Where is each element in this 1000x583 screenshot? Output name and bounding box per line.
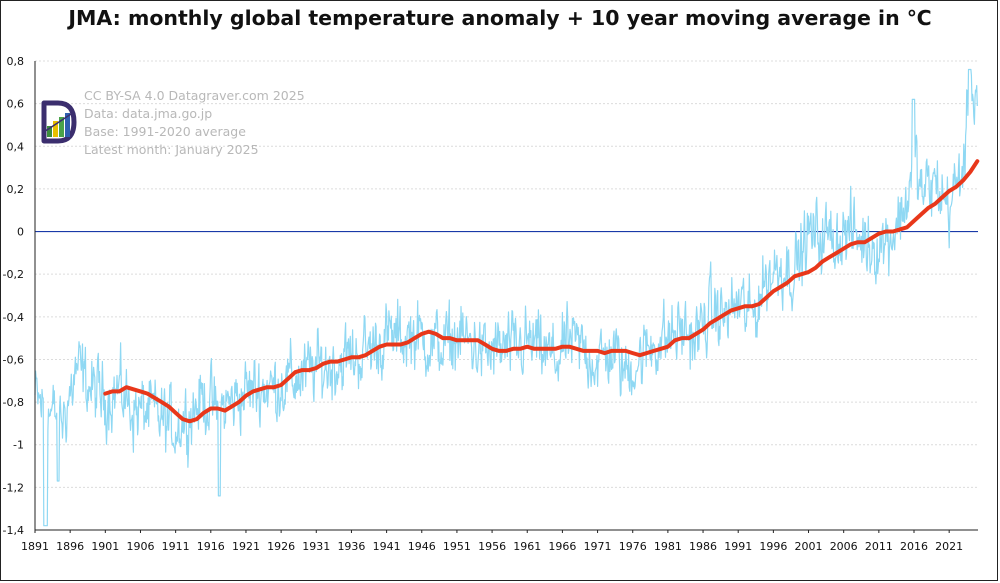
x-tick-label: 2001 [795,540,823,553]
x-tick-label: 1926 [267,540,295,553]
y-tick-label: -0,4 [3,311,24,324]
x-tick-label: 1921 [232,540,260,553]
y-tick-label: 0,6 [7,98,25,111]
x-tick-label: 2011 [865,540,893,553]
x-tick-label: 1946 [408,540,436,553]
datagraver-logo-icon [41,100,77,144]
x-tick-label: 1951 [443,540,471,553]
x-tick-label: 2016 [900,540,928,553]
x-tick-label: 1936 [337,540,365,553]
y-tick-label: -0,8 [3,396,24,409]
x-tick-label: 1976 [619,540,647,553]
credit-source: Data: data.jma.go.jp [84,106,212,121]
x-tick-label: 1891 [21,540,49,553]
y-tick-label: 0,2 [7,183,25,196]
x-tick-label: 1906 [126,540,154,553]
x-tick-label: 1966 [548,540,576,553]
x-tick-label: 1986 [689,540,717,553]
logo-bar [59,117,64,137]
y-tick-label: -1 [13,439,24,452]
x-tick-label: 1971 [584,540,612,553]
y-tick-label: -0,2 [3,268,24,281]
moving-average-line [103,159,980,424]
logo-trend-line [43,111,75,133]
x-tick-label: 2006 [830,540,858,553]
x-tick-label: 1916 [197,540,225,553]
x-tick-label: 1901 [91,540,119,553]
y-tick-label: 0 [17,226,24,239]
x-tick-label: 1931 [302,540,330,553]
x-tick-label: 1996 [759,540,787,553]
x-tick-label: 1911 [162,540,190,553]
credits-block: CC BY-SA 4.0 Datagraver.com 2025 Data: d… [84,88,305,157]
y-tick-label: 0,8 [7,55,25,68]
x-tick-label: 1941 [373,540,401,553]
logo-bar [65,113,70,137]
axes: 0,8 0,6 0,4 0,2 0 -0,2 -0,4 -0,6 -0,8 -1 -1,2 -1,4 1… [3,55,978,553]
x-tick-label: 1956 [478,540,506,553]
x-tick-label: 1961 [513,540,541,553]
x-tick-label: 1981 [654,540,682,553]
series-lines [34,68,980,527]
x-tick-label: 1991 [724,540,752,553]
credit-latest: Latest month: January 2025 [84,142,259,157]
y-tick-label: -1,4 [3,524,24,537]
chart-title: JMA: monthly global temperature anomaly … [68,6,932,30]
x-tick-label: 1896 [56,540,84,553]
credit-base: Base: 1991-2020 average [84,124,246,139]
y-tick-label: -0,6 [3,353,24,366]
logo-bar [47,126,52,137]
y-tick-label: 0,4 [7,140,25,153]
y-tick-label: -1,2 [3,481,24,494]
logo-bar [53,121,58,137]
credit-license: CC BY-SA 4.0 Datagraver.com 2025 [84,88,305,103]
x-tick-label: 2021 [935,540,963,553]
